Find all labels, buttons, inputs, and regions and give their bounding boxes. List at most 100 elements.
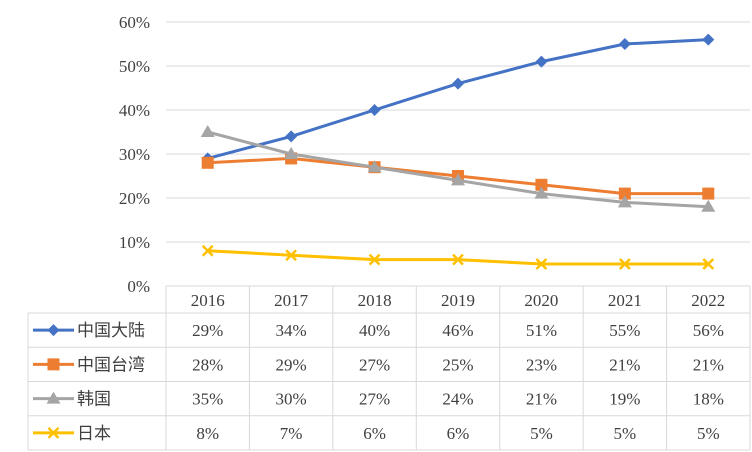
x-axis-categories: 2016 2017 2018 2019 2020 2021 2022	[191, 291, 726, 310]
x-tick-label: 2018	[358, 291, 392, 310]
data-point	[701, 199, 716, 212]
data-point	[535, 55, 548, 68]
series-1	[201, 33, 715, 165]
table-cell: 6%	[447, 424, 470, 443]
marker-stroke	[452, 253, 464, 266]
table-cell: 56%	[693, 321, 724, 340]
marker-stroke	[201, 244, 214, 257]
y-tick-label: 20%	[119, 189, 150, 208]
table-row-2: 中国台湾 28% 29% 27% 25% 23% 21% 21%	[33, 355, 724, 375]
legend-label: 韩国	[77, 390, 111, 410]
table-cell: 5%	[530, 424, 553, 443]
table-cell: 18%	[693, 390, 724, 409]
data-point	[535, 178, 548, 191]
table-cell: 5%	[697, 424, 720, 443]
table-row-3: 韩国 35% 30% 27% 24% 21% 19% 18%	[33, 390, 724, 410]
data-point	[201, 156, 214, 169]
table-cell: 30%	[276, 390, 307, 409]
table-cell: 35%	[192, 390, 223, 409]
x-tick-label: 2017	[274, 291, 309, 310]
legend-label: 中国台湾	[77, 355, 145, 375]
marker-stroke	[368, 253, 381, 266]
y-tick-label: 30%	[119, 145, 150, 164]
data-point	[452, 77, 464, 90]
table-cell: 29%	[192, 321, 223, 340]
legend-key	[33, 391, 74, 404]
marker-stroke	[47, 426, 60, 439]
table-row-4: 日本 8% 7% 6% 6% 5% 5% 5%	[33, 424, 720, 444]
table-cell: 27%	[359, 390, 390, 409]
legend-key-marker	[46, 391, 61, 404]
table-cell: 8%	[196, 424, 219, 443]
legend-key	[33, 324, 74, 337]
table-cell: 21%	[526, 390, 557, 409]
marker-stroke	[702, 258, 715, 270]
table-cell: 55%	[609, 321, 640, 340]
data-point	[285, 249, 298, 262]
table-cell: 46%	[442, 321, 473, 340]
data-point	[618, 38, 631, 50]
table-cell: 25%	[442, 355, 473, 374]
marker-stroke	[535, 258, 548, 270]
data-point	[367, 160, 382, 173]
series-line	[207, 249, 709, 266]
table-cell: 27%	[359, 355, 390, 374]
data-table	[27, 285, 751, 451]
legend-key	[33, 426, 74, 439]
series-line	[207, 38, 709, 160]
x-tick-label: 2021	[608, 291, 642, 310]
legend-key-marker	[47, 324, 60, 337]
legend-key	[33, 358, 74, 371]
marker-stroke	[285, 249, 298, 262]
legend-label: 中国大陆	[77, 321, 145, 341]
table-cell: 19%	[609, 390, 640, 409]
table-cell: 28%	[192, 355, 223, 374]
legend-label: 日本	[77, 424, 111, 444]
data-point	[284, 147, 299, 159]
table-cell: 51%	[526, 321, 557, 340]
marker-stroke	[618, 258, 631, 270]
series-line	[207, 130, 709, 209]
table-cell: 7%	[280, 424, 303, 443]
y-tick-label: 0%	[127, 277, 150, 296]
table-cell: 5%	[614, 424, 637, 443]
series-4	[201, 244, 715, 270]
legend-key-marker	[47, 358, 60, 371]
y-tick-label: 50%	[119, 57, 150, 76]
data-point	[368, 253, 381, 266]
table-cell: 29%	[276, 355, 307, 374]
data-point	[451, 173, 465, 186]
table-cell: 6%	[363, 424, 386, 443]
data-point	[452, 253, 464, 266]
data-point	[702, 258, 715, 270]
data-point	[535, 258, 548, 270]
x-tick-label: 2020	[524, 291, 558, 310]
x-tick-label: 2016	[191, 291, 225, 310]
data-point	[368, 104, 381, 116]
table-cell: 23%	[526, 355, 557, 374]
y-tick-label: 40%	[119, 101, 150, 120]
data-point	[702, 187, 715, 200]
table-cell: 34%	[276, 321, 307, 340]
data-point	[534, 186, 549, 199]
table-row-1: 中国大陆 29% 34% 40% 46% 51% 55% 56%	[33, 321, 724, 341]
x-tick-label: 2019	[441, 291, 475, 310]
table-cell: 21%	[693, 355, 724, 374]
x-tick-label: 2022	[691, 291, 725, 310]
data-point	[201, 244, 214, 257]
data-point	[618, 258, 631, 270]
data-point	[285, 130, 298, 143]
y-gridlines	[166, 21, 750, 243]
table-cell: 24%	[442, 390, 473, 409]
y-tick-label: 10%	[119, 233, 150, 252]
data-point	[200, 125, 215, 137]
data-point	[618, 187, 631, 200]
data-point	[702, 33, 715, 46]
table-cell: 40%	[359, 321, 390, 340]
data-point	[617, 195, 632, 208]
y-axis-ticks: 0% 10% 20% 30% 40% 50% 60%	[119, 13, 150, 296]
table-cell: 21%	[609, 355, 640, 374]
series-3	[200, 125, 716, 212]
y-tick-label: 60%	[119, 13, 150, 32]
